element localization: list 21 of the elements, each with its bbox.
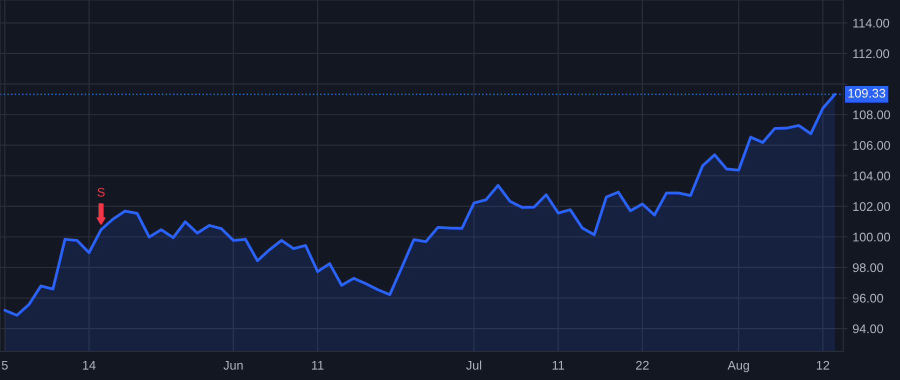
x-tick-label: 11 [552,360,564,370]
y-tick-label: 94.00 [852,324,884,334]
y-tick-label: 104.00 [853,172,890,180]
x-tick-label: 22 [636,360,649,370]
y-tick-label: 108.00 [853,110,890,120]
x-tick-label: 5 [2,360,8,370]
x-tick-label: 11 [312,360,324,370]
y-tick-label: 112.00 [853,49,890,58]
ref-line-label: 109.33 [848,88,886,98]
y-tick-label: 96.00 [852,294,884,303]
y-tick-label: 100.00 [853,232,890,242]
y-tick-label: 106.00 [853,140,890,150]
x-tick-label: Jul [466,360,482,370]
y-tick-label: 102.00 [853,202,890,211]
annotation: S [97,188,105,197]
y-tick-label: 114.00 [853,18,890,28]
x-tick-label: Aug [728,360,749,372]
x-tick-label: 14 [83,360,96,370]
x-tick-label: 12 [816,360,830,370]
y-tick-label: 98.00 [852,263,884,272]
x-tick-label: Jun [224,360,243,370]
